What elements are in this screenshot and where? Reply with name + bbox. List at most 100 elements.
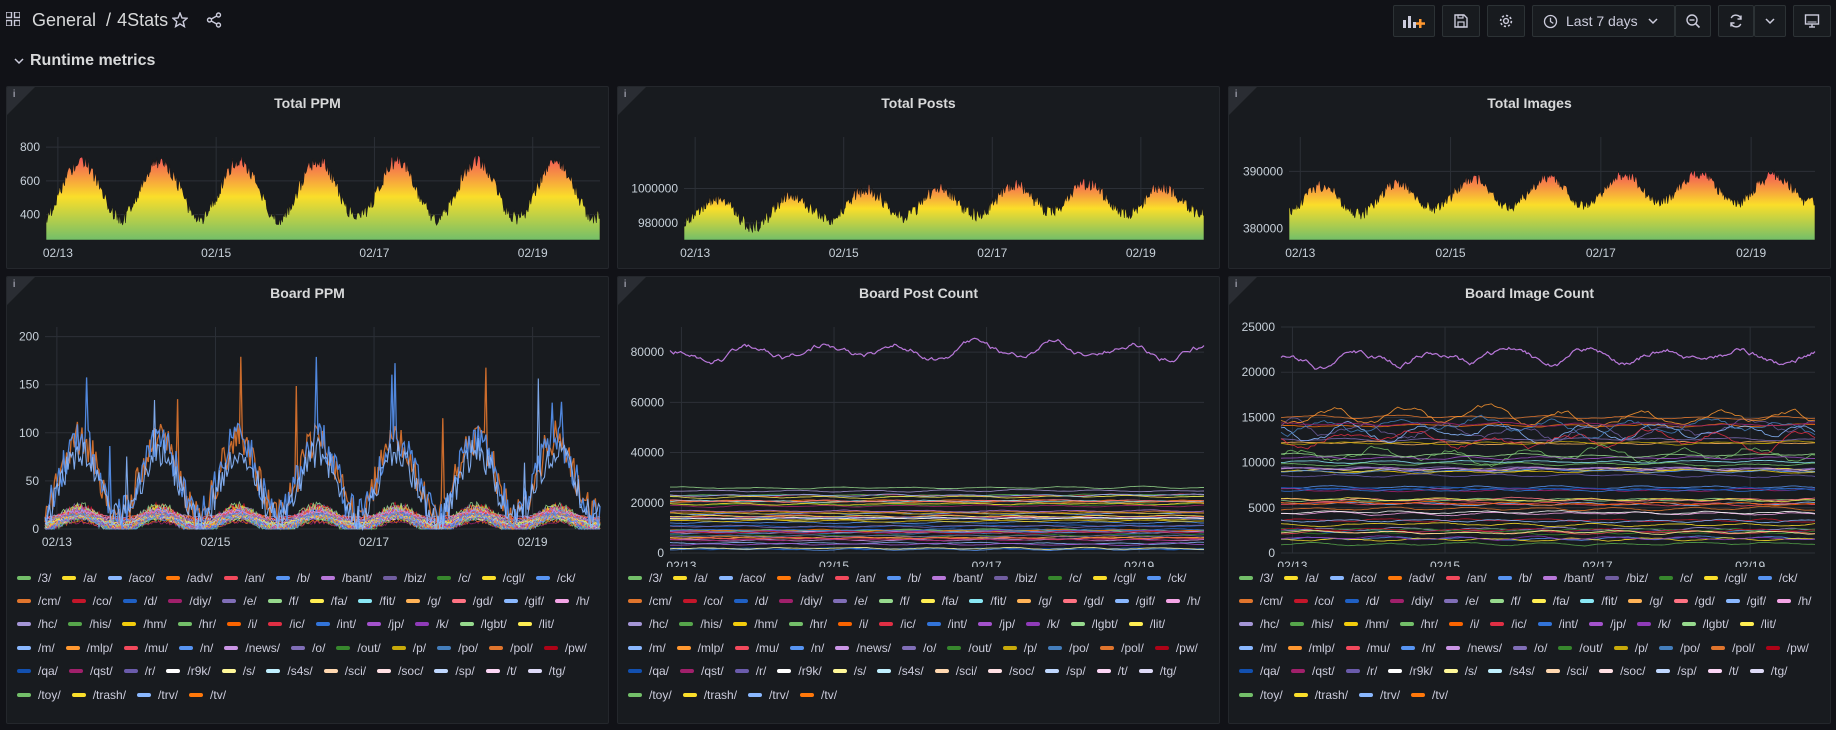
legend-item[interactable]: /pol/ [1711, 636, 1755, 659]
total-ppm-chart[interactable]: 800 600 400 02/13 02/15 02/17 02/19 [7, 87, 609, 269]
legend-item[interactable]: /fit/ [1580, 589, 1617, 612]
legend-item[interactable]: /r9k/ [1388, 660, 1433, 683]
legend-item[interactable]: /his/ [679, 613, 722, 636]
legend-item[interactable]: /hm/ [1344, 613, 1389, 636]
series-line[interactable] [670, 485, 1204, 490]
legend-item[interactable]: /lit/ [1739, 613, 1776, 636]
series-line[interactable] [669, 504, 1205, 508]
legend-item[interactable]: /adv/ [1387, 566, 1435, 589]
series-line[interactable] [669, 337, 1205, 365]
legend-item[interactable]: /biz/ [383, 566, 426, 589]
legend-item[interactable]: /hc/ [17, 613, 57, 636]
legend-item[interactable]: /qa/ [628, 660, 669, 683]
legend-item[interactable]: /o/ [1513, 636, 1547, 659]
legend-item[interactable]: /po/ [437, 636, 478, 659]
legend-item[interactable]: /cm/ [17, 589, 61, 612]
legend-item[interactable]: /i/ [1449, 613, 1479, 636]
series-line[interactable] [1280, 459, 1816, 464]
series-line[interactable] [669, 502, 1205, 506]
series-line[interactable] [1280, 529, 1816, 535]
legend-item[interactable]: /a/ [62, 566, 97, 589]
legend-item[interactable]: /cgl/ [1092, 566, 1136, 589]
star-icon[interactable] [172, 12, 188, 28]
series-line[interactable] [44, 356, 601, 530]
legend-item[interactable]: /r/ [123, 660, 155, 683]
legend-item[interactable]: /h/ [555, 589, 589, 612]
legend-item[interactable]: /b/ [886, 566, 921, 589]
series-line[interactable] [669, 530, 1204, 535]
legend-item[interactable]: /mlp/ [65, 636, 113, 659]
legend-item[interactable]: /lgbt/ [1070, 613, 1118, 636]
series-line[interactable] [1280, 403, 1816, 429]
panel-board-ppm[interactable]: i Board PPM 200 150 100 50 0 02/13 02/15 02/17 0… [6, 276, 609, 724]
legend-item[interactable]: /hr/ [1399, 613, 1438, 636]
legend-item[interactable]: /qst/ [680, 660, 724, 683]
series-line[interactable] [1280, 466, 1815, 472]
legend-item[interactable]: /s/ [1443, 660, 1477, 683]
legend-item[interactable]: /biz/ [994, 566, 1037, 589]
series-line[interactable] [1281, 510, 1816, 515]
legend-item[interactable]: /tv/ [1411, 683, 1448, 706]
legend-item[interactable]: /aco/ [718, 566, 766, 589]
legend-item[interactable]: /tg/ [527, 660, 565, 683]
series-line[interactable] [669, 516, 1205, 520]
series-line[interactable] [669, 542, 1204, 546]
series-line[interactable] [1280, 421, 1816, 427]
legend-item[interactable]: /k/ [415, 613, 449, 636]
panel-total-ppm[interactable]: i Total PPM 800 600 400 02/13 02/15 02/17 02/1… [6, 86, 609, 269]
legend-item[interactable]: /jp/ [978, 613, 1015, 636]
legend-item[interactable]: /p/ [391, 636, 426, 659]
board-image-count-chart[interactable]: 25000 20000 15000 10000 5000 002/13 02/15 02/17… [1229, 277, 1831, 567]
legend-item[interactable]: /ic/ [268, 613, 305, 636]
legend-item[interactable]: /bant/ [932, 566, 983, 589]
legend-item[interactable]: /r/ [734, 660, 766, 683]
legend-item[interactable]: /s4s/ [1488, 660, 1535, 683]
series-line[interactable] [45, 507, 601, 530]
legend-item[interactable]: /a/ [1284, 566, 1319, 589]
dashboard-title[interactable]: 4Stats [117, 10, 169, 30]
series-line[interactable] [669, 493, 1205, 497]
legend-item[interactable]: /b/ [1497, 566, 1532, 589]
legend-item[interactable]: /s/ [221, 660, 255, 683]
series-line[interactable] [1280, 497, 1816, 503]
panel-info-corner[interactable] [7, 277, 35, 305]
legend-item[interactable]: /mlp/ [1287, 636, 1335, 659]
legend-item[interactable]: /an/ [223, 566, 265, 589]
legend-item[interactable]: /news/ [1446, 636, 1502, 659]
series-line[interactable] [669, 519, 1205, 523]
legend-item[interactable]: /gd/ [1062, 589, 1104, 612]
legend-item[interactable]: /m/ [1239, 636, 1277, 659]
legend-item[interactable]: /hc/ [1239, 613, 1279, 636]
panel-total-posts[interactable]: i Total Posts 1000000 980000 02/13 02/15 02/… [617, 86, 1220, 269]
legend-item[interactable]: /fit/ [969, 589, 1006, 612]
legend-item[interactable]: /n/ [179, 636, 213, 659]
legend-item[interactable]: /mu/ [123, 636, 168, 659]
legend-item[interactable]: /p/ [1613, 636, 1648, 659]
legend-item[interactable]: /pw/ [543, 636, 587, 659]
legend-item[interactable]: /sp/ [434, 660, 475, 683]
series-line[interactable] [669, 538, 1205, 542]
legend-item[interactable]: /soc/ [988, 660, 1034, 683]
legend-item[interactable]: /jp/ [367, 613, 404, 636]
series-line[interactable] [1280, 541, 1816, 547]
legend-item[interactable]: /fit/ [358, 589, 395, 612]
legend-item[interactable]: /d/ [734, 589, 768, 612]
legend-item[interactable]: /ck/ [1757, 566, 1797, 589]
panel-title[interactable]: Board PPM [270, 285, 345, 301]
series-line[interactable] [669, 511, 1205, 515]
legend-item[interactable]: /pw/ [1765, 636, 1809, 659]
series-line[interactable] [1280, 505, 1816, 512]
legend-item[interactable]: /ck/ [535, 566, 575, 589]
legend-item[interactable]: /trv/ [1359, 683, 1400, 706]
series-line[interactable] [1280, 456, 1816, 461]
legend-item[interactable]: /3/ [628, 566, 662, 589]
panel-info-corner[interactable] [1229, 87, 1257, 115]
series-line[interactable] [1281, 473, 1816, 478]
series-line[interactable] [1280, 537, 1816, 542]
legend-item[interactable]: /lit/ [517, 613, 554, 636]
legend-item[interactable]: /tg/ [1749, 660, 1787, 683]
legend-item[interactable]: /out/ [1558, 636, 1603, 659]
series-line[interactable] [1280, 466, 1816, 471]
legend-item[interactable]: /p/ [1002, 636, 1037, 659]
